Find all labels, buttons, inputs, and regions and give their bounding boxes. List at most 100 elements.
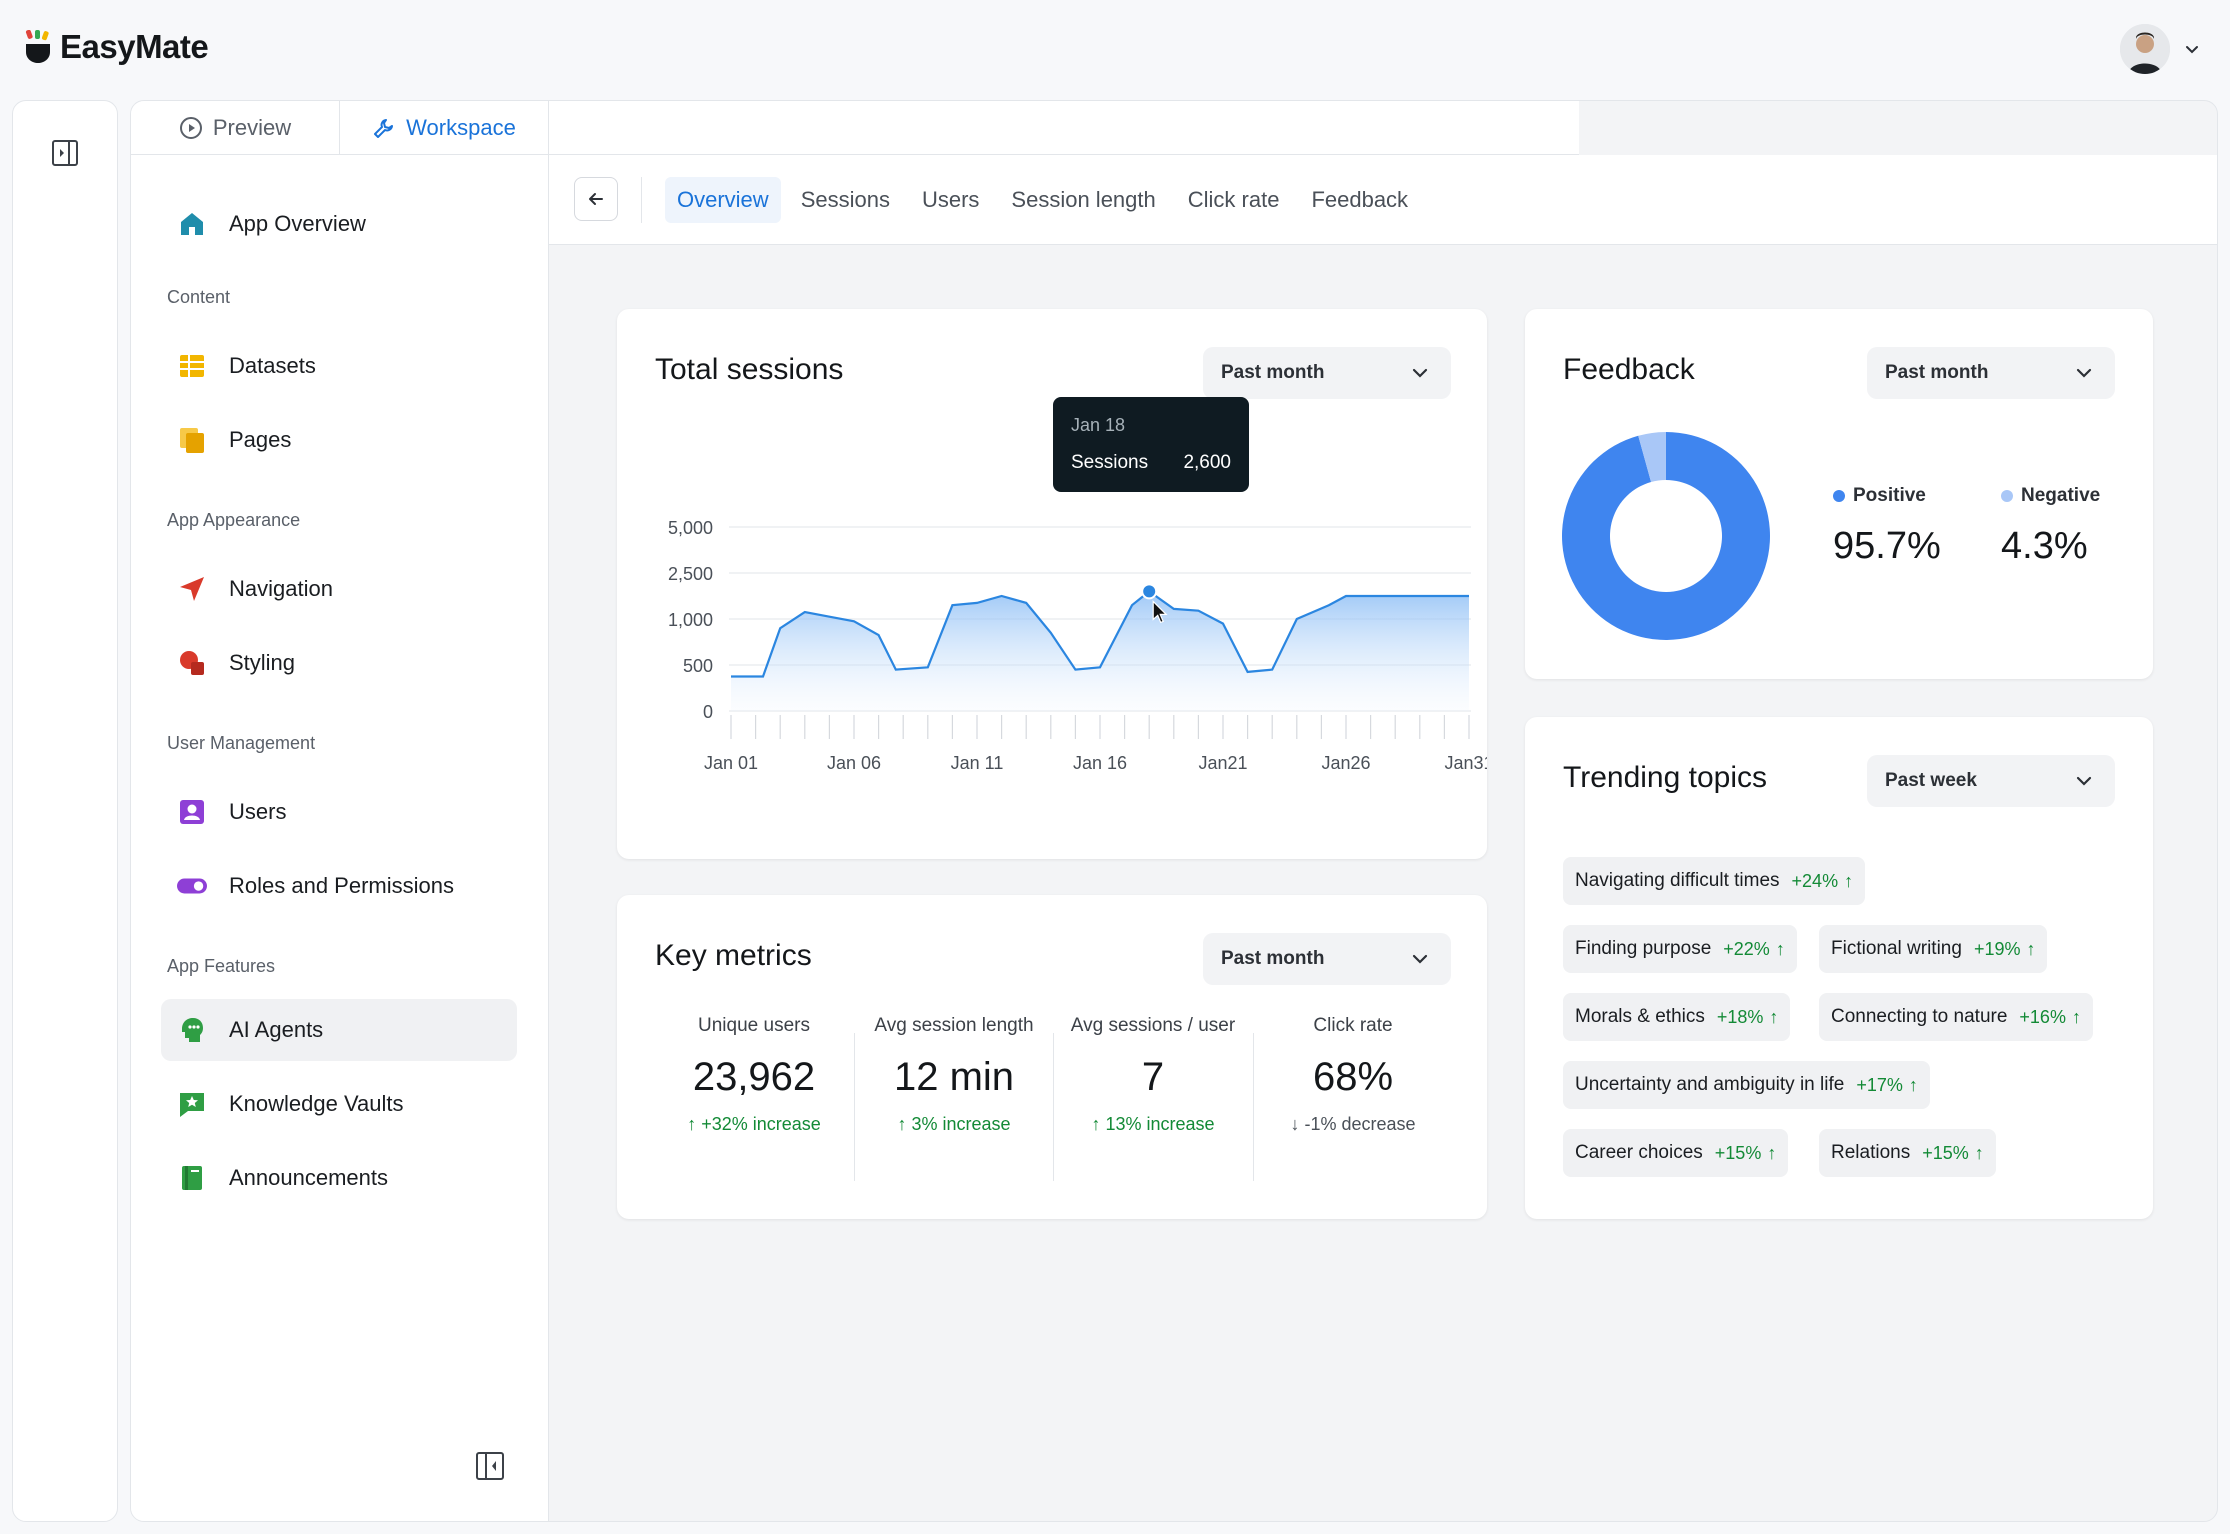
- topic-chip[interactable]: Morals & ethics +18% ↑: [1563, 993, 1791, 1041]
- sidebar-item-users[interactable]: Users: [161, 781, 517, 843]
- sessions-line: [731, 590, 1469, 678]
- donut-slice-positive[interactable]: [1562, 432, 1770, 640]
- topic-chip-delta-text: +19%: [1973, 938, 2021, 959]
- x-tick-label: Jan 16: [1073, 753, 1127, 773]
- topic-chip-label: Relations: [1831, 1142, 1911, 1163]
- arrow-up-icon: ↑: [1767, 1142, 1777, 1163]
- topic-chip-label: Navigating difficult times: [1575, 870, 1780, 891]
- x-tick-label: Jan26: [1321, 753, 1370, 773]
- tab-workspace-label: Workspace: [406, 114, 516, 140]
- metric-divider: [1253, 1033, 1254, 1181]
- expand-panel-icon[interactable]: [51, 139, 79, 167]
- back-button[interactable]: [574, 177, 618, 221]
- main-panel: Preview Workspace App Overview Content D…: [130, 100, 2218, 1522]
- arrow-up-icon: ↑: [1844, 870, 1854, 891]
- pages-icon: [177, 425, 207, 455]
- sidebar-item-label: Users: [229, 799, 287, 824]
- topic-chip[interactable]: Uncertainty and ambiguity in life +17% ↑: [1563, 1061, 1930, 1109]
- topic-chip-delta-text: +15%: [1714, 1142, 1762, 1163]
- chevron-down-icon: [2076, 776, 2092, 786]
- highlight-point[interactable]: [1141, 583, 1158, 600]
- y-tick-label: 500: [683, 656, 713, 676]
- arrow-up-icon: ↑: [2071, 1006, 2081, 1027]
- topic-chip[interactable]: Relations +15% ↑: [1819, 1129, 1996, 1177]
- sidebar-item-ai-agents[interactable]: AI Agents: [161, 999, 517, 1061]
- metric-divider: [854, 1033, 855, 1181]
- chevron-down-icon: [1412, 954, 1428, 964]
- sidebar-item-label: Styling: [229, 650, 296, 675]
- tab-preview[interactable]: Preview: [131, 101, 340, 154]
- tab-preview-label: Preview: [212, 114, 292, 140]
- negative-value: 4.3%: [2001, 525, 2088, 567]
- app-logo[interactable]: EasyMate: [24, 28, 209, 66]
- metric-delta: ↑ +32% increase: [656, 1114, 852, 1135]
- tab-sessions[interactable]: Sessions: [800, 187, 890, 212]
- toggle-icon: [177, 871, 207, 901]
- tab-overview[interactable]: Overview: [665, 177, 781, 223]
- tab-feedback[interactable]: Feedback: [1311, 187, 1409, 212]
- topic-chip-delta-text: +18%: [1716, 1006, 1764, 1027]
- topic-chip[interactable]: Connecting to nature +16% ↑: [1819, 993, 2093, 1041]
- topic-chip[interactable]: Career choices +15% ↑: [1563, 1129, 1789, 1177]
- feedback-donut-chart[interactable]: [1561, 431, 1771, 641]
- x-tick-label: Jan21: [1198, 753, 1247, 773]
- period-dropdown[interactable]: Past month: [1867, 347, 2115, 399]
- sidebar-item-styling[interactable]: Styling: [161, 632, 517, 694]
- sidebar-item-label: Announcements: [229, 1165, 388, 1190]
- period-dropdown[interactable]: Past month: [1203, 347, 1451, 399]
- play-circle-icon: [179, 116, 202, 139]
- topic-chip-delta-text: +22%: [1723, 938, 1770, 959]
- sidebar-item-knowledge-vaults[interactable]: Knowledge Vaults: [161, 1073, 517, 1135]
- sidebar-item-label: Knowledge Vaults: [229, 1091, 404, 1116]
- arrow-up-icon: ↑: [1769, 1006, 1779, 1027]
- metric-label: Avg session length: [874, 1015, 1034, 1036]
- topic-chip-delta-text: +15%: [1922, 1142, 1969, 1163]
- topic-chip[interactable]: Navigating difficult times +24% ↑: [1563, 857, 1866, 905]
- period-dropdown[interactable]: Past month: [1203, 933, 1451, 985]
- period-dropdown[interactable]: Past week: [1867, 755, 2115, 807]
- user-avatar-icon: [2120, 24, 2170, 74]
- metric-delta: ↑ 3% increase: [856, 1114, 1052, 1135]
- sidebar-item-roles[interactable]: Roles and Permissions: [161, 855, 517, 917]
- tab-workspace[interactable]: Workspace: [340, 101, 549, 154]
- metric-delta-text: -1% decrease: [1304, 1114, 1416, 1134]
- sidebar-item-label: Pages: [229, 427, 292, 452]
- donut-slice-negative[interactable]: [1638, 432, 1666, 483]
- sessions-area: [731, 591, 1469, 711]
- topic-chip[interactable]: Finding purpose +22% ↑: [1563, 925, 1797, 973]
- tab-session-length[interactable]: Session length: [1011, 187, 1156, 212]
- topic-chip[interactable]: Fictional writing +19% ↑: [1819, 925, 2048, 973]
- sidebar-item-app-overview[interactable]: App Overview: [161, 193, 517, 255]
- topic-chip-label: Finding purpose: [1575, 938, 1712, 959]
- sidebar-item-datasets[interactable]: Datasets: [161, 335, 517, 397]
- navigation-arrow-icon: [177, 574, 207, 604]
- tab-click-rate[interactable]: Click rate: [1187, 187, 1280, 212]
- y-tick-label: 5,000: [668, 518, 713, 538]
- app-name: EasyMate: [60, 28, 209, 65]
- sidebar-item-pages[interactable]: Pages: [161, 409, 517, 471]
- shapes-icon: [177, 648, 207, 678]
- metric-2: Avg sessions / user 7 ↑ 13% increase: [1055, 1015, 1251, 1135]
- content-tabs: Overview Sessions Users Session length C…: [665, 177, 1420, 223]
- tab-users[interactable]: Users: [921, 187, 980, 212]
- y-tick-label: 0: [703, 702, 713, 722]
- metric-label: Avg sessions / user: [1070, 1015, 1236, 1036]
- arrow-up-icon: ↑: [687, 1114, 702, 1134]
- sidebar-item-label: Roles and Permissions: [229, 873, 454, 898]
- collapse-sidebar-icon[interactable]: [475, 1451, 505, 1481]
- account-menu[interactable]: [2120, 24, 2200, 74]
- topic-chip-label: Connecting to nature: [1831, 1006, 2008, 1027]
- sessions-chart[interactable]: 0 500 1,000 2,500 5,000 Jan 01 Jan 06 Jan 11 Ja…: [617, 439, 1487, 839]
- arrow-up-icon: ↑: [1908, 1074, 1918, 1095]
- avatar[interactable]: [2120, 24, 2170, 74]
- sidebar-item-navigation[interactable]: Navigation: [161, 558, 517, 620]
- x-tick-label: Jan31: [1444, 753, 1487, 773]
- sidebar-item-label: Datasets: [229, 353, 316, 378]
- chevron-down-icon[interactable]: [2184, 41, 2200, 57]
- arrow-down-icon: ↓: [1290, 1114, 1305, 1134]
- card-title: Trending topics: [1563, 761, 1767, 794]
- topic-chip-delta: +15% ↑: [1922, 1143, 1984, 1164]
- sidebar-item-announcements[interactable]: Announcements: [161, 1147, 517, 1209]
- period-dropdown-value: Past month: [1221, 948, 1325, 969]
- logo-icon: [25, 30, 50, 63]
